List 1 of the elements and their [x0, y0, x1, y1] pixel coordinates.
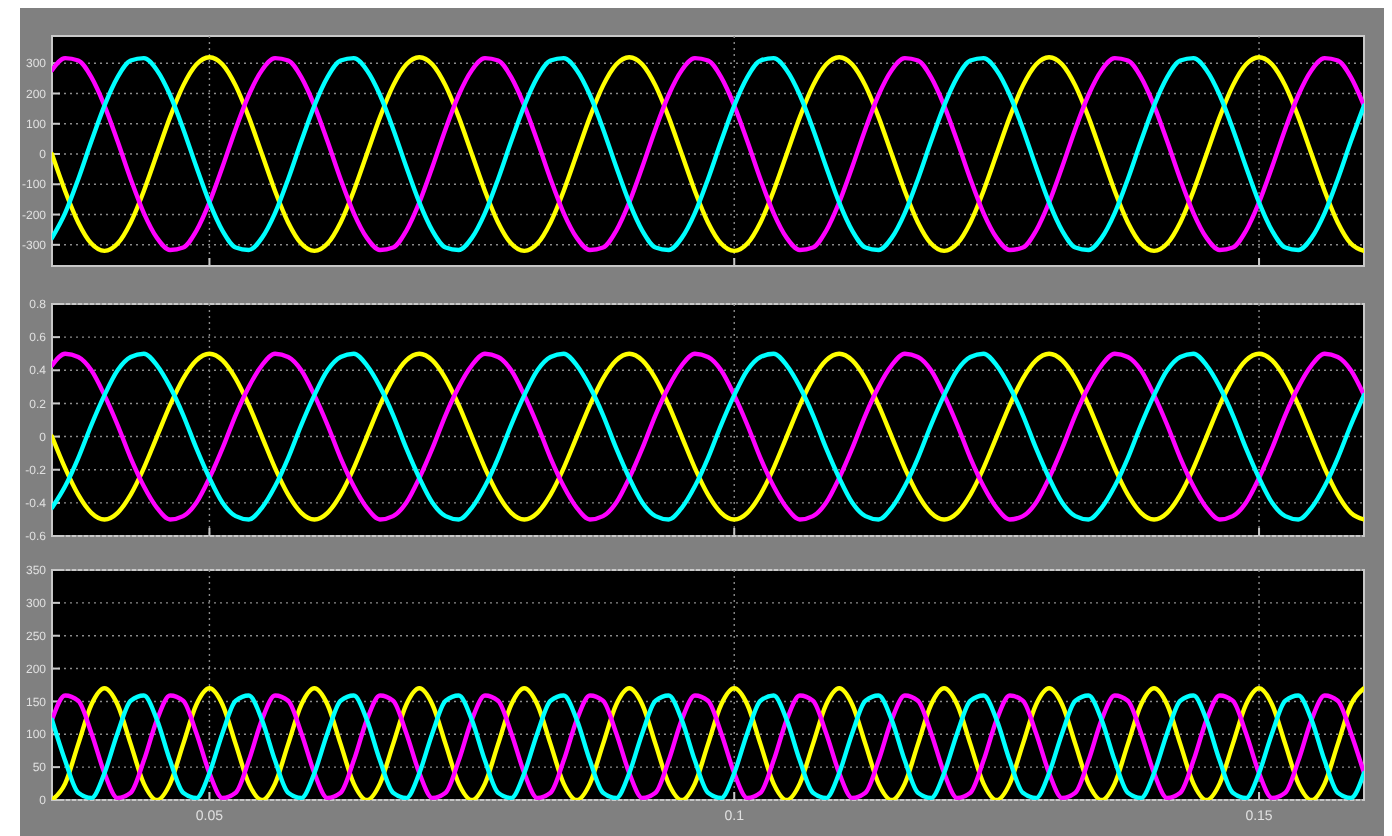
line-series — [52, 351, 1364, 522]
